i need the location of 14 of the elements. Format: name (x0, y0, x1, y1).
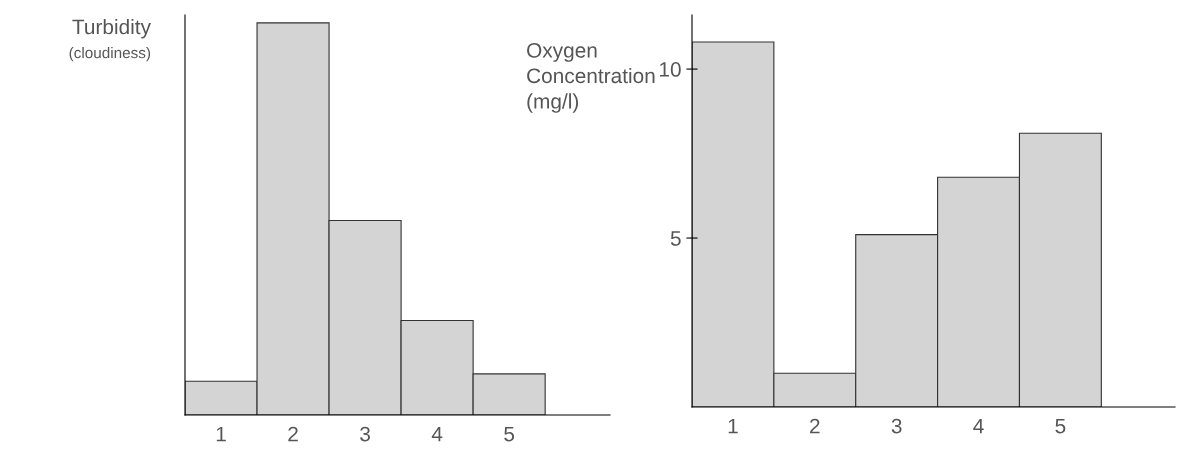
x-tick-label: 1 (216, 426, 226, 442)
x-tick-label: 4 (431, 426, 443, 442)
y-tick-label: 10 (660, 62, 681, 77)
x-tick-label: 5 (504, 426, 515, 442)
y-axis-title: Oxygen Concentration (mg/l) (527, 42, 655, 113)
x-tick-label: 3 (891, 418, 902, 434)
x-tick-label: 2 (288, 426, 298, 442)
x-tick-label: 5 (1055, 418, 1066, 434)
x-tick-label: 4 (973, 418, 984, 434)
x-tick-label: 1 (728, 418, 738, 434)
y-axis-title: Turbidity (72, 19, 151, 39)
text: (cloudiness) (69, 47, 151, 62)
x-tick-label: 3 (360, 426, 370, 442)
x-tick-label: 2 (810, 418, 820, 434)
